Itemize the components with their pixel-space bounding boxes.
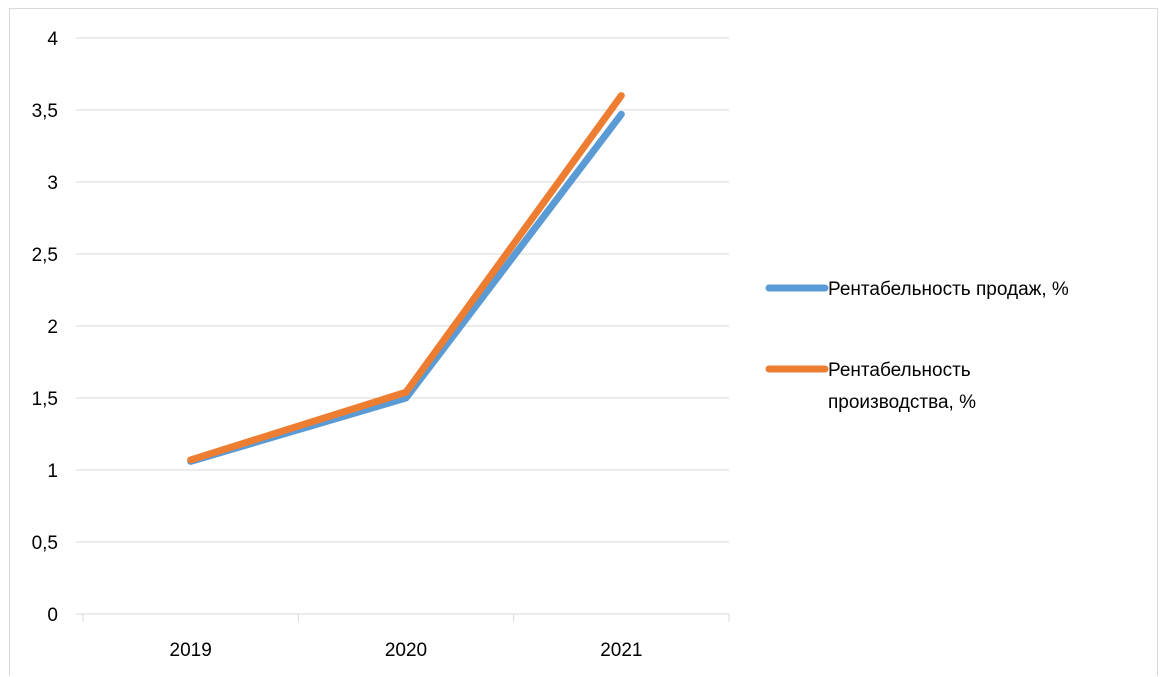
series-lines [187,92,625,465]
y-tick-label: 2,5 [32,245,58,266]
y-tick-label: 0 [47,605,58,626]
legend: Рентабельность продаж, % Рентабельность пр… [765,279,1069,413]
legend-label-1: Рентабельность продаж, % [828,279,1069,300]
gridlines [76,37,729,615]
y-tick-label: 0,5 [32,533,58,554]
series-line-2 [187,92,625,464]
series-line-1 [187,110,625,465]
x-axis [82,613,730,622]
x-axis-tick-labels: 2019 2020 2021 [170,640,643,661]
y-tick-label: 3 [47,173,58,194]
y-tick-label: 2 [47,317,58,338]
chart-frame [9,8,1158,676]
y-tick-label: 4 [47,29,58,50]
y-axis-tick-labels: 0 0,5 1 1,5 2 2,5 3 3,5 4 [32,29,59,626]
x-tick-label: 2020 [385,640,427,661]
y-tick-label: 1 [47,461,58,482]
x-tick-label: 2019 [170,640,212,661]
x-tick-label: 2021 [600,640,642,661]
y-tick-label: 1,5 [32,389,58,410]
y-tick-label: 3,5 [32,101,58,122]
legend-label-2: Рентабельность производства, % [828,360,976,413]
